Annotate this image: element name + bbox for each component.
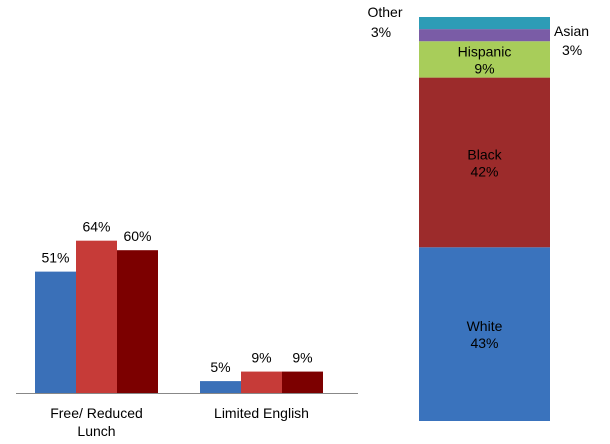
stack-segment (419, 77, 550, 248)
stack-segment (419, 17, 550, 30)
segment-label: 3% (371, 24, 391, 40)
segment-name: Other (367, 4, 402, 20)
data-label: 9% (292, 350, 312, 366)
segment-name: Hispanic (458, 43, 512, 59)
category-label: Free/ Reduced (50, 405, 143, 421)
bar (117, 250, 158, 393)
segment-label: 42% (470, 163, 498, 179)
data-label: 5% (210, 359, 230, 375)
stack-segment (419, 247, 550, 421)
bar (241, 371, 282, 393)
bar (76, 240, 117, 393)
category-label: Lunch (77, 423, 115, 439)
segment-name: White (467, 318, 503, 334)
segment-label: 43% (470, 335, 498, 351)
stack-segment (419, 41, 550, 78)
segment-name: Black (467, 146, 502, 162)
bar (282, 371, 323, 393)
category-label: Limited English (214, 405, 309, 421)
bar (35, 271, 76, 393)
segment-name: Asian (554, 23, 589, 39)
segment-label: 9% (474, 60, 494, 76)
stack-segment (419, 29, 550, 42)
data-label: 51% (41, 250, 69, 266)
data-label: 9% (251, 350, 271, 366)
data-label: 64% (82, 219, 110, 235)
data-label: 60% (123, 228, 151, 244)
bar (200, 381, 241, 393)
segment-label: 3% (562, 42, 582, 58)
